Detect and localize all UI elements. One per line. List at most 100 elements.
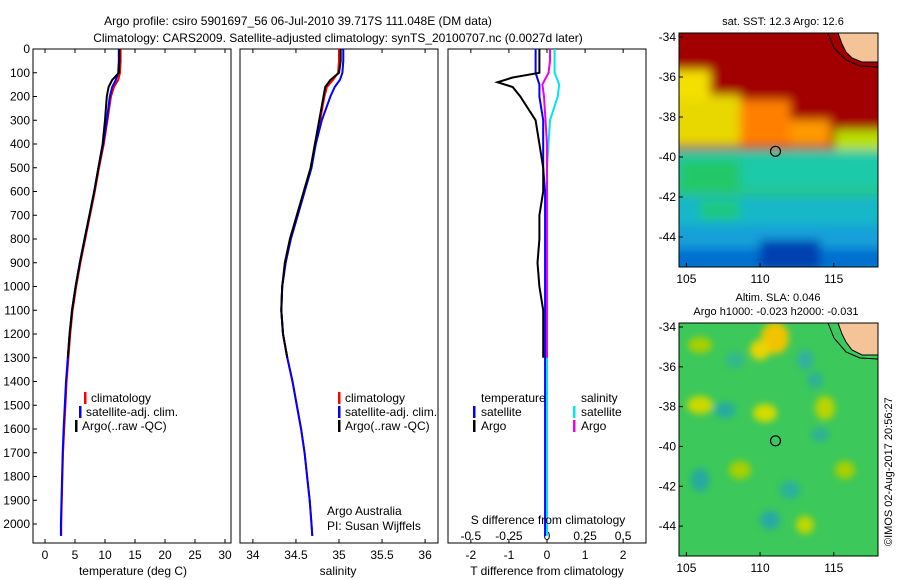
depth-tick-label: 1300 <box>3 351 30 365</box>
figure-title: Argo profile: csiro 5901697_56 06-Jul-20… <box>104 14 492 28</box>
depth-tick-label: 400 <box>10 137 30 151</box>
latitude-tick-label: -42 <box>659 190 677 204</box>
legend-swatch-argo <box>75 420 78 432</box>
sla-map-subtitle: Argo h1000: -0.023 h2000: -0.031 <box>693 306 858 318</box>
s-difference-tick-label: -0.25 <box>495 529 523 543</box>
longitude-tick-label: 105 <box>676 272 696 286</box>
argo-location-marker <box>769 435 782 447</box>
latitude-tick-label: -36 <box>659 70 677 84</box>
salinity-axis-label: salinity <box>320 564 357 578</box>
depth-tick-label: 100 <box>10 66 30 80</box>
difference-x-tick-label: 2 <box>620 548 627 562</box>
salinity-legend: climatology satellite-adj. clim. Argo(..… <box>338 391 437 433</box>
latitude-tick-label: -44 <box>659 230 677 244</box>
legend-swatch-satellite-adj <box>338 406 341 418</box>
legend-label-argo: Argo(..raw -QC) <box>82 419 167 433</box>
longitude-tick-label: 115 <box>824 272 843 286</box>
difference-x-tick-label: 1 <box>582 548 589 562</box>
legend-label-s-satellite: satellite <box>581 405 622 419</box>
legend-label-satellite-adj: satellite-adj. clim. <box>345 405 437 419</box>
salinity-panel: 34 34.5 35 35.5 36 salinity climatology sate… <box>239 48 439 578</box>
temperature-panel: 0100200300400500600700800900100011001200… <box>3 42 232 578</box>
legend-title-salinity: salinity <box>581 391 618 405</box>
legend-swatch-argo <box>338 420 341 432</box>
t-difference-axis-ticks: -2 -1 0 1 2 <box>466 49 627 562</box>
difference-series-argo-salinity <box>541 49 551 358</box>
difference-series-argo-temperature <box>494 49 545 358</box>
legend-title-temperature: temperature <box>481 391 546 405</box>
sla-heatmap <box>679 323 878 556</box>
longitude-tick-label: 110 <box>751 561 770 575</box>
legend-swatch-t-argo <box>473 420 476 432</box>
depth-tick-label: 1600 <box>3 422 30 436</box>
depth-tick-label: 600 <box>10 185 30 199</box>
depth-tick-label: 1100 <box>4 303 30 317</box>
difference-x-tick-label: -1 <box>504 548 515 562</box>
temperature-x-tick-label: 5 <box>72 548 79 562</box>
sst-map-ticks: 105 110 115 -34 -36 -38 -40 -42 -44 <box>659 30 844 286</box>
sst-map-panel: sat. SST: 12.3 Argo: 12.6 105 <box>659 16 879 286</box>
depth-tick-label: 1800 <box>3 470 30 484</box>
temperature-axis-label: temperature (deg C) <box>79 564 187 578</box>
latitude-tick-label: -42 <box>659 479 677 493</box>
temperature-x-tick-label: 0 <box>42 548 49 562</box>
depth-tick-label: 1400 <box>3 375 30 389</box>
sla-map-frame <box>678 322 879 557</box>
sst-map-frame <box>678 32 879 268</box>
depth-tick-label: 300 <box>10 113 30 127</box>
pi-annotation: PI: Susan Wijffels <box>327 519 421 533</box>
depth-tick-label: 2000 <box>3 517 30 531</box>
depth-tick-label: 1900 <box>3 493 30 507</box>
s-difference-axis-ticks: -0.5 -0.25 0 0.25 0.5 <box>461 529 632 543</box>
legend-label-satellite-adj: satellite-adj. clim. <box>86 405 178 419</box>
s-difference-tick-label: 0.5 <box>615 529 632 543</box>
salinity-x-tick-label: 35.5 <box>370 548 394 562</box>
sla-map-panel: Altim. SLA: 0.046 Argo h1000: -0.023 h20… <box>659 292 879 575</box>
difference-x-tick-label: -2 <box>466 548 477 562</box>
depth-axis-ticks: 0 100 200 300 400 500 600 700 800 900 1000 1100 1200… <box>3 42 37 531</box>
sst-heatmap <box>679 33 878 267</box>
legend-label-t-satellite: satellite <box>481 405 522 419</box>
temperature-x-tick-label: 30 <box>218 548 232 562</box>
salinity-series-argo-raw-qc- <box>280 49 342 358</box>
difference-legend: temperature satellite Argo salinity sate… <box>473 391 622 433</box>
latitude-tick-label: -40 <box>659 439 677 453</box>
temperature-x-tick-label: 20 <box>158 548 172 562</box>
temperature-axis-ticks: 0 5 10 15 20 25 30 <box>42 49 232 562</box>
temperature-x-tick-label: 15 <box>128 548 142 562</box>
s-difference-tick-label: 0 <box>544 529 551 543</box>
depth-tick-label: 700 <box>10 208 30 222</box>
salinity-axis-ticks: 34 34.5 35 35.5 36 <box>246 49 432 562</box>
latitude-tick-label: -34 <box>659 30 677 44</box>
temperature-lines <box>59 49 122 536</box>
longitude-tick-label: 110 <box>751 272 770 286</box>
sla-map-ticks: 105 110 115 -34 -36 -38 -40 -42 -44 <box>659 320 844 575</box>
legend-swatch-s-argo <box>573 420 576 432</box>
legend-swatch-climatology <box>338 392 341 404</box>
salinity-x-tick-label: 36 <box>418 548 432 562</box>
temperature-x-tick-label: 25 <box>188 548 202 562</box>
legend-label-s-argo: Argo <box>581 419 607 433</box>
legend-label-argo: Argo(..raw -QC) <box>345 419 430 433</box>
depth-tick-label: 1700 <box>3 446 30 460</box>
legend-label-t-argo: Argo <box>481 419 507 433</box>
latitude-tick-label: -36 <box>659 360 677 374</box>
sla-map-title: Altim. SLA: 0.046 <box>736 292 821 304</box>
depth-tick-label: 200 <box>10 90 30 104</box>
temperature-series-argo-raw-qc- <box>66 49 121 358</box>
latitude-tick-label: -44 <box>659 519 677 533</box>
difference-panel: -2 -1 0 1 2 -0.5 -0.25 0 0.25 0.5 T difference f… <box>447 48 647 578</box>
difference-lines <box>494 49 561 536</box>
legend-swatch-climatology <box>84 392 87 404</box>
depth-tick-label: 800 <box>10 232 30 246</box>
depth-tick-label: 1500 <box>3 398 30 412</box>
argo-australia-annotation: Argo Australia <box>327 504 402 518</box>
temperature-legend: climatology satellite-adj. clim. Argo(..… <box>75 391 178 433</box>
latitude-tick-label: -40 <box>659 150 677 164</box>
depth-tick-label: 1000 <box>3 280 30 294</box>
legend-label-climatology: climatology <box>345 391 405 405</box>
latitude-tick-label: -34 <box>659 320 677 334</box>
legend-swatch-t-satellite <box>473 406 476 418</box>
difference-x-tick-label: 0 <box>544 548 551 562</box>
latitude-tick-label: -38 <box>659 400 677 414</box>
